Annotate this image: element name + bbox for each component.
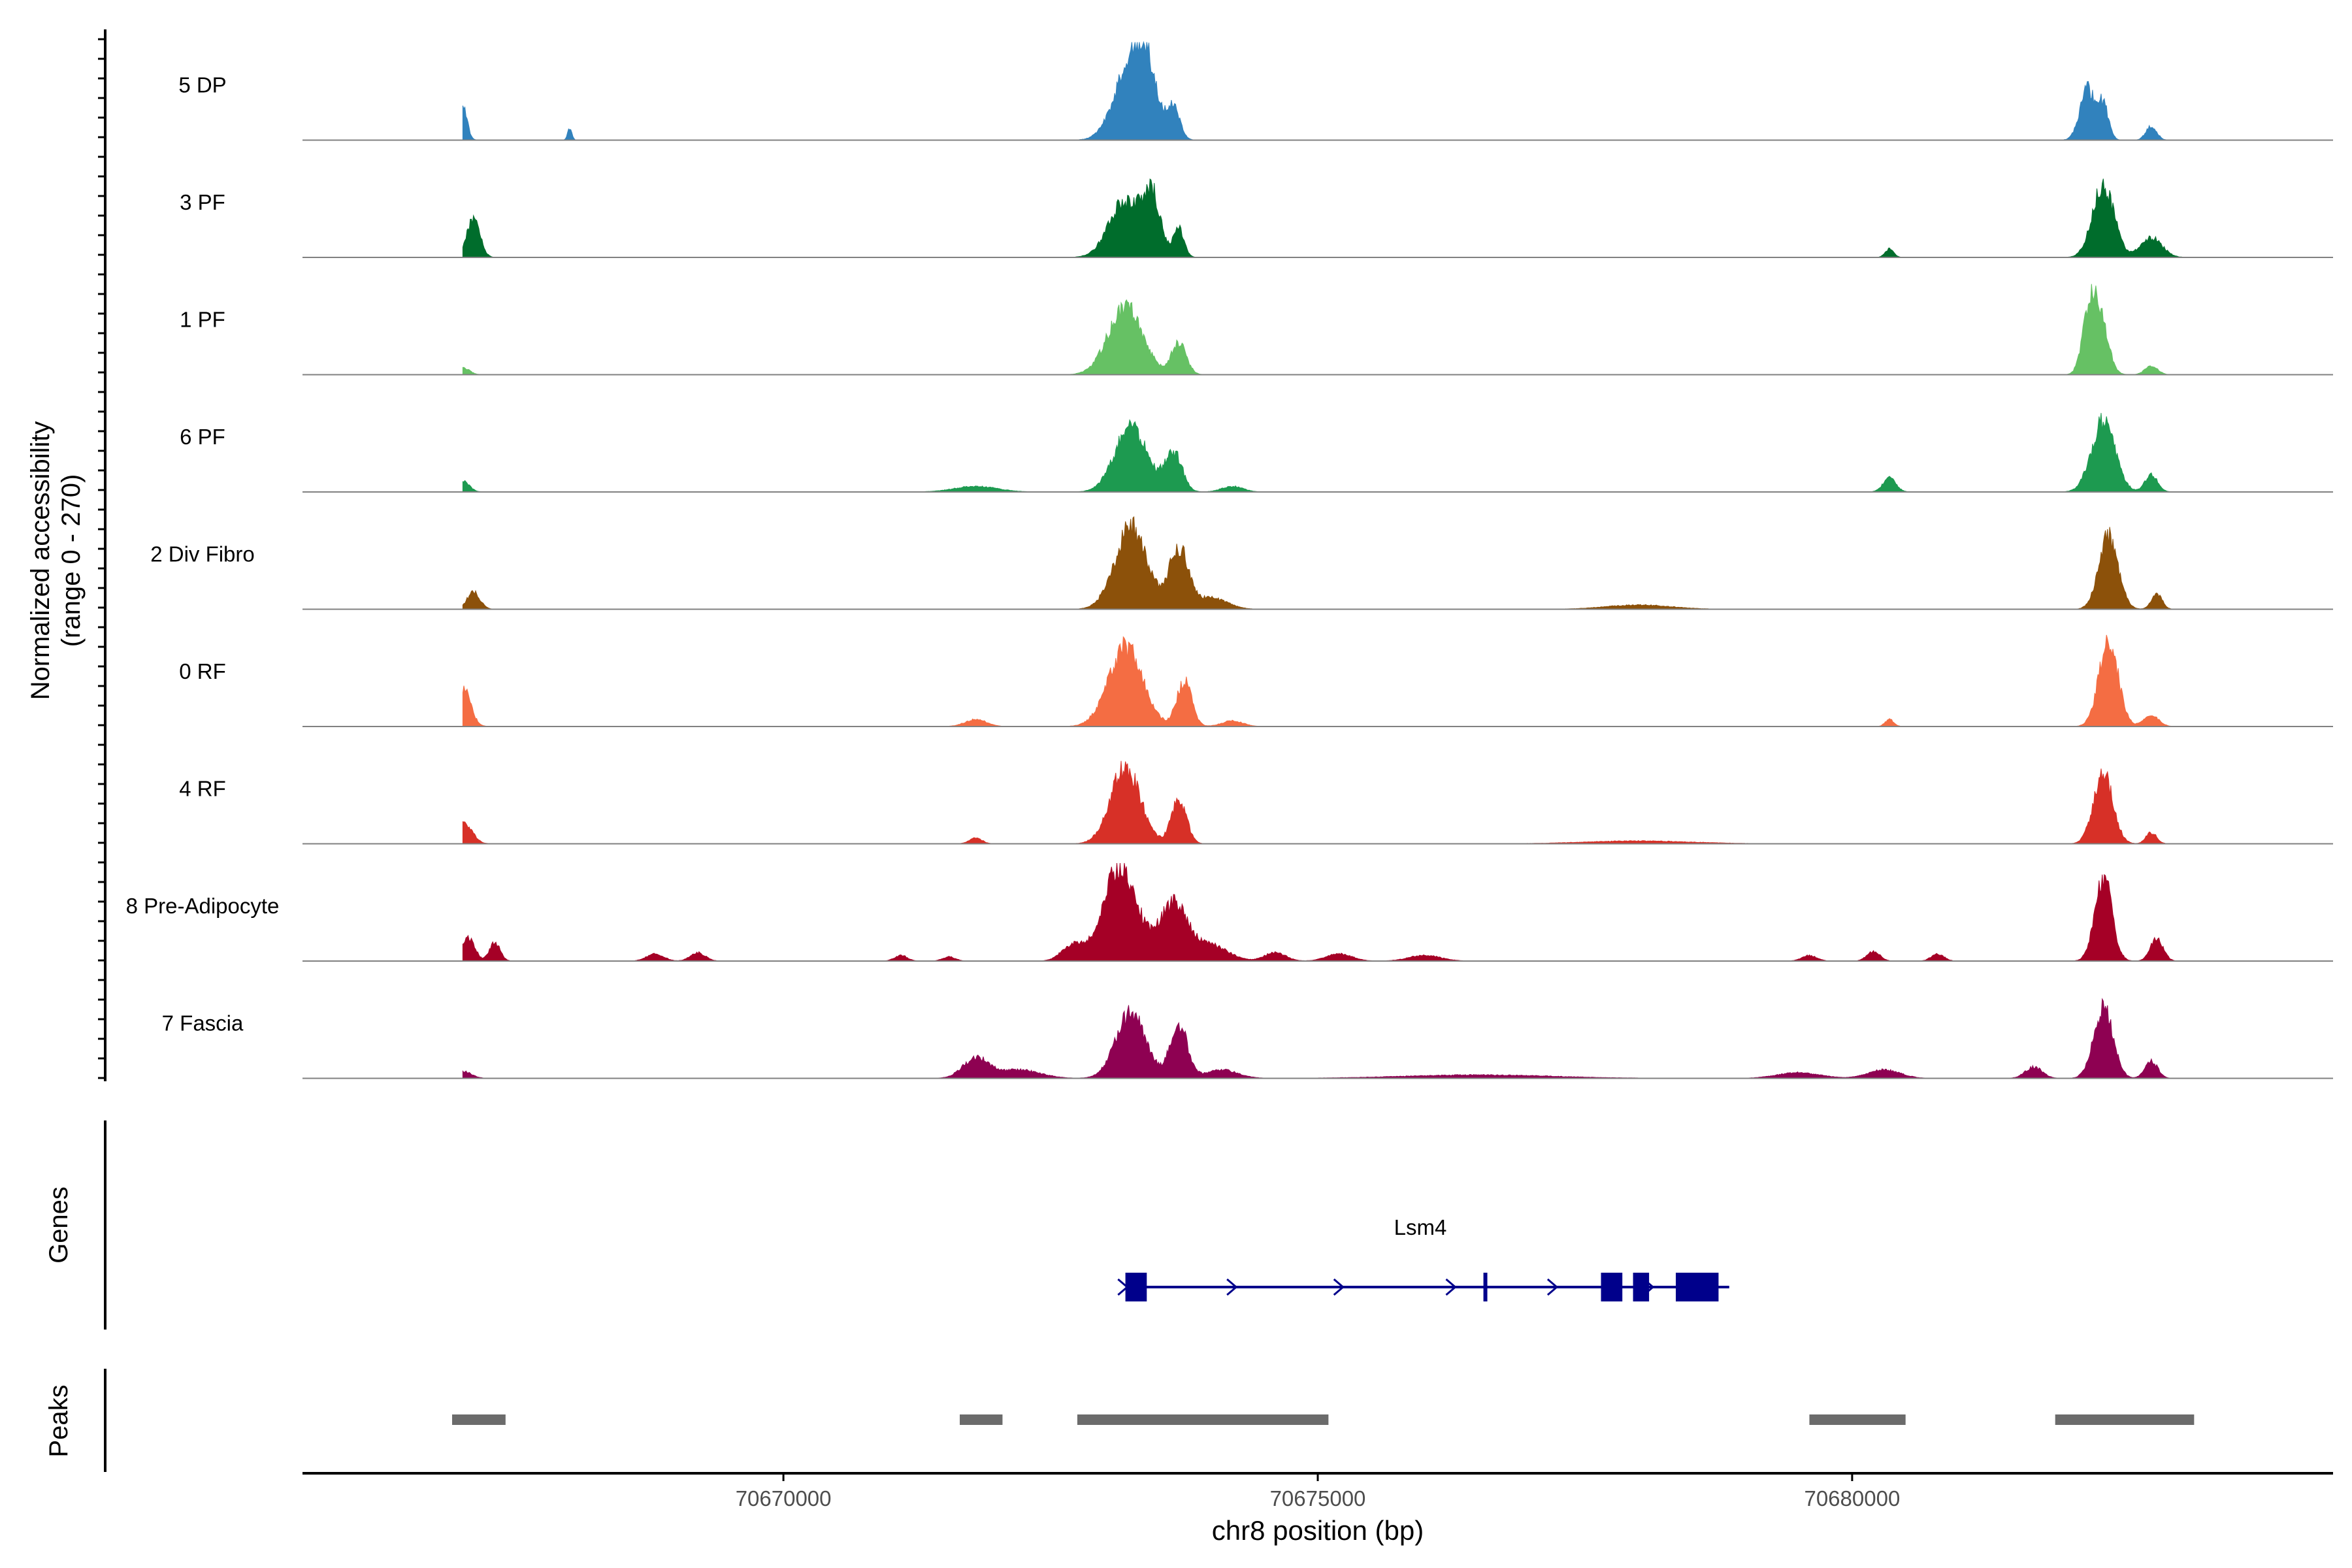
track-label: 4 RF xyxy=(179,777,226,801)
x-tick-label: 70675000 xyxy=(1270,1486,1366,1511)
y-axis-title-line2: (range 0 - 270) xyxy=(57,474,86,647)
track-label: 0 RF xyxy=(179,659,226,683)
track-4: 2 Div Fibro xyxy=(150,515,2333,610)
track-label: 7 Fascia xyxy=(162,1011,244,1036)
coverage-y-ticks xyxy=(98,38,105,1079)
track-0: 5 DP xyxy=(178,41,2333,141)
x-tick-label: 70670000 xyxy=(736,1486,832,1511)
track-7: 8 Pre-Adipocyte xyxy=(126,862,2333,962)
track-3: 6 PF xyxy=(180,413,2333,493)
x-tick-label: 70680000 xyxy=(1804,1486,1900,1511)
gene-exon xyxy=(1483,1273,1488,1301)
peak-track xyxy=(452,1414,2195,1425)
track-label: 3 PF xyxy=(180,190,225,214)
track-area xyxy=(462,760,2205,845)
x-ticks: 70670000 70675000 70680000 xyxy=(736,1473,1900,1511)
track-area xyxy=(462,413,2205,493)
track-label: 8 Pre-Adipocyte xyxy=(126,894,280,918)
y-axis-title-line1: Normalized accessibility xyxy=(26,421,55,700)
gene-exon xyxy=(1675,1273,1719,1301)
strand-arrow xyxy=(1546,1278,1559,1296)
track-label: 5 DP xyxy=(178,73,226,97)
genes-panel-label: Genes xyxy=(44,1186,73,1264)
track-area xyxy=(462,634,2205,727)
track-area xyxy=(462,998,2205,1079)
track-5: 0 RF xyxy=(179,634,2333,727)
peak-region xyxy=(2055,1414,2195,1425)
coverage-tracks: 5 DP 3 PF 1 PF 6 PF 2 Div Fibro 0 RF 4 RF 8 Pre… xyxy=(126,41,2333,1079)
gene-label: Lsm4 xyxy=(1394,1215,1447,1239)
peak-region xyxy=(452,1414,506,1425)
gene-exon xyxy=(1633,1273,1650,1301)
track-label: 6 PF xyxy=(180,425,225,449)
peak-region xyxy=(1077,1414,1329,1425)
track-6: 4 RF xyxy=(179,760,2333,845)
track-area xyxy=(462,284,2205,375)
track-area xyxy=(462,41,2205,140)
x-axis-title: chr8 position (bp) xyxy=(1212,1515,1424,1546)
gene-track: Lsm4 xyxy=(1117,1215,1729,1301)
peaks-panel-label: Peaks xyxy=(44,1384,73,1457)
strand-arrow xyxy=(1445,1278,1457,1296)
strand-arrow xyxy=(1333,1278,1345,1296)
track-label: 2 Div Fibro xyxy=(150,542,255,566)
track-area xyxy=(462,862,2205,962)
track-1: 3 PF xyxy=(180,178,2333,258)
track-8: 7 Fascia xyxy=(162,998,2333,1079)
peak-region xyxy=(960,1414,1003,1425)
track-label: 1 PF xyxy=(180,308,225,332)
track-area xyxy=(462,515,2205,610)
strand-arrow xyxy=(1226,1278,1238,1296)
gene-exon xyxy=(1125,1273,1147,1301)
track-area xyxy=(462,178,2205,258)
track-2: 1 PF xyxy=(180,284,2333,376)
gene-exon xyxy=(1601,1273,1623,1301)
peak-region xyxy=(1809,1414,1906,1425)
